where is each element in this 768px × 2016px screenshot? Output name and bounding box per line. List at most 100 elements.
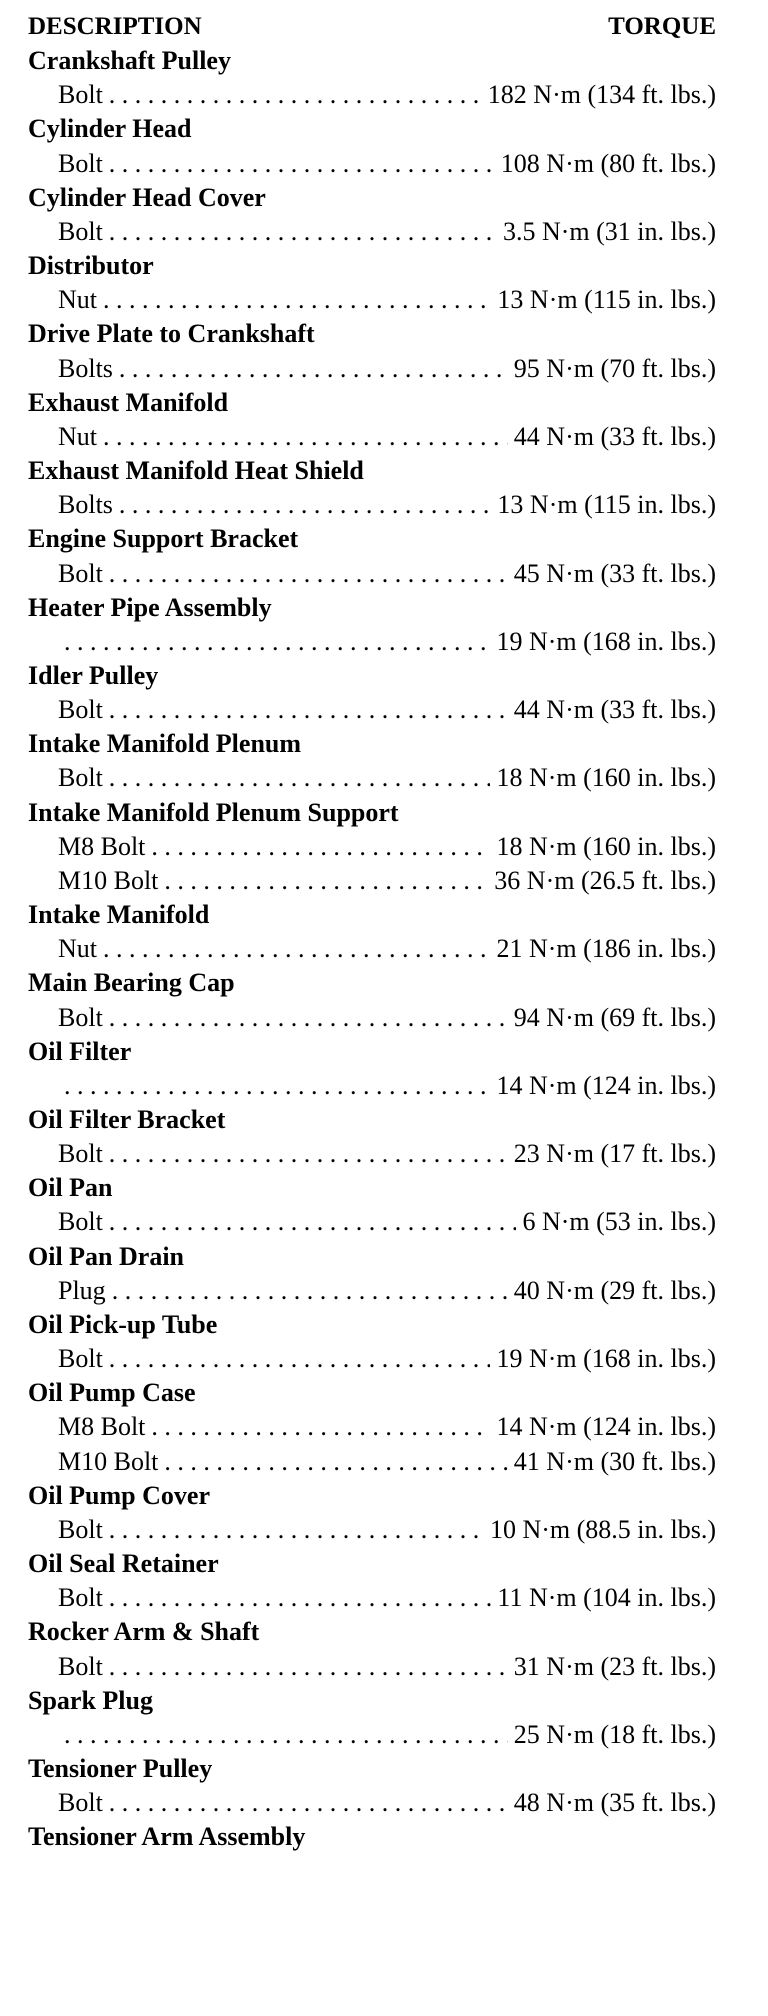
fastener-label: Bolt bbox=[58, 695, 103, 725]
component-heading: Oil Pump Cover bbox=[28, 1480, 210, 1510]
torque-row: Bolts 95 N·m (70 ft. lbs.) bbox=[28, 352, 716, 386]
dot-leader bbox=[103, 932, 490, 966]
fastener-label: Bolt bbox=[58, 1344, 103, 1374]
component-heading: Rocker Arm & Shaft bbox=[28, 1617, 260, 1647]
description-column-header: DESCRIPTION bbox=[28, 13, 202, 40]
torque-value: 108 N·m (80 ft. lbs.) bbox=[500, 148, 716, 178]
fastener-label: Bolts bbox=[58, 353, 113, 383]
fastener-label: Bolt bbox=[58, 1651, 103, 1681]
torque-value: 6 N·m (53 in. lbs.) bbox=[522, 1207, 716, 1237]
torque-row: Plug 40 N·m (29 ft. lbs.) bbox=[28, 1274, 716, 1308]
torque-row: M8 Bolt 18 N·m (160 in. lbs.) bbox=[28, 830, 716, 864]
torque-row: Bolt 19 N·m (168 in. lbs.) bbox=[28, 1342, 716, 1376]
component-heading: Main Bearing Cap bbox=[28, 968, 235, 998]
torque-row: Nut 13 N·m (115 in. lbs.) bbox=[28, 283, 716, 317]
torque-value: 36 N·m (26.5 ft. lbs.) bbox=[494, 865, 716, 895]
component-heading: Heater Pipe Assembly bbox=[28, 592, 272, 622]
component-heading: Spark Plug bbox=[28, 1685, 153, 1715]
component-heading: Oil Pick-up Tube bbox=[28, 1309, 218, 1339]
torque-row: Bolt 18 N·m (160 in. lbs.) bbox=[28, 761, 716, 795]
torque-row: Nut 44 N·m (33 ft. lbs.) bbox=[28, 420, 716, 454]
torque-value: 21 N·m (186 in. lbs.) bbox=[496, 934, 716, 964]
component-heading: Oil Pan Drain bbox=[28, 1241, 185, 1271]
torque-value: 45 N·m (33 ft. lbs.) bbox=[513, 558, 716, 588]
torque-value: 23 N·m (17 ft. lbs.) bbox=[513, 1139, 716, 1169]
torque-row: Bolt 182 N·m (134 ft. lbs.) bbox=[28, 78, 716, 112]
torque-value: 94 N·m (69 ft. lbs.) bbox=[513, 1002, 716, 1032]
component-heading: Oil Filter Bracket bbox=[28, 1105, 226, 1134]
component-heading: Oil Pan bbox=[28, 1173, 113, 1203]
component-heading: Intake Manifold bbox=[28, 900, 210, 930]
component-heading: Cylinder Head Cover bbox=[28, 182, 266, 212]
dot-leader bbox=[112, 1274, 508, 1308]
component-heading: Exhaust Manifold Heat Shield bbox=[28, 456, 364, 486]
torque-value: 3.5 N·m (31 in. lbs.) bbox=[502, 216, 716, 246]
torque-value: 18 N·m (160 in. lbs.) bbox=[496, 831, 716, 861]
dot-leader bbox=[109, 1581, 492, 1615]
torque-row: 19 N·m (168 in. lbs.) bbox=[28, 625, 716, 659]
torque-value: 19 N·m (168 in. lbs.) bbox=[496, 626, 716, 656]
torque-value: 18 N·m (160 in. lbs.) bbox=[496, 763, 716, 793]
fastener-label: Bolt bbox=[58, 1002, 103, 1032]
fastener-label: Bolt bbox=[58, 80, 103, 110]
torque-value: 44 N·m (33 ft. lbs.) bbox=[513, 421, 716, 451]
torque-row: Bolt 3.5 N·m (31 in. lbs.) bbox=[28, 215, 716, 249]
dot-leader bbox=[151, 1410, 490, 1444]
torque-row: Bolt 10 N·m (88.5 in. lbs.) bbox=[28, 1513, 716, 1547]
fastener-label: M10 Bolt bbox=[58, 865, 159, 895]
fastener-label: Bolt bbox=[58, 558, 103, 588]
torque-value: 13 N·m (115 in. lbs.) bbox=[497, 490, 716, 520]
torque-row: Bolt 48 N·m (35 ft. lbs.) bbox=[28, 1786, 716, 1820]
dot-leader bbox=[109, 693, 508, 727]
table-header: DESCRIPTION TORQUE bbox=[28, 10, 716, 44]
torque-row: M10 Bolt 36 N·m (26.5 ft. lbs.) bbox=[28, 864, 716, 898]
dot-leader bbox=[109, 1650, 508, 1684]
dot-leader bbox=[64, 625, 490, 659]
component-heading: Oil Filter bbox=[28, 1036, 132, 1066]
torque-value: 44 N·m (33 ft. lbs.) bbox=[513, 695, 716, 725]
dot-leader bbox=[164, 864, 488, 898]
torque-row: 25 N·m (18 ft. lbs.) bbox=[28, 1718, 716, 1752]
fastener-label: Bolts bbox=[58, 490, 113, 520]
torque-row: Bolt 6 N·m (53 in. lbs.) bbox=[28, 1205, 716, 1239]
torque-row: Bolt 45 N·m (33 ft. lbs.) bbox=[28, 557, 716, 591]
table-body: Crankshaft Pulley Bolt 182 N·m (134 ft. lb… bbox=[28, 44, 716, 1854]
fastener-label: Bolt bbox=[58, 216, 103, 246]
fastener-label: Bolt bbox=[58, 148, 103, 178]
torque-row: Bolt 11 N·m (104 in. lbs.) bbox=[28, 1581, 716, 1615]
dot-leader bbox=[109, 761, 491, 795]
fastener-label: Plug bbox=[58, 1275, 106, 1305]
component-heading: Tensioner Pulley bbox=[28, 1753, 213, 1783]
torque-value: 14 N·m (124 in. lbs.) bbox=[496, 1070, 716, 1100]
torque-value: 14 N·m (124 in. lbs.) bbox=[496, 1412, 716, 1442]
fastener-label: Bolt bbox=[58, 1788, 103, 1818]
torque-row: 14 N·m (124 in. lbs.) bbox=[28, 1069, 716, 1103]
fastener-label: Nut bbox=[58, 285, 97, 315]
torque-value: 31 N·m (23 ft. lbs.) bbox=[513, 1651, 716, 1681]
dot-leader bbox=[109, 1342, 491, 1376]
component-heading: Drive Plate to Crankshaft bbox=[28, 319, 315, 349]
component-heading: Tensioner Arm Assembly bbox=[28, 1822, 306, 1852]
torque-value: 182 N·m (134 ft. lbs.) bbox=[487, 80, 716, 110]
component-heading: Intake Manifold Plenum Support bbox=[28, 797, 399, 827]
torque-row: Bolt 44 N·m (33 ft. lbs.) bbox=[28, 693, 716, 727]
component-heading: Oil Pump Case bbox=[28, 1378, 196, 1408]
torque-row: Bolt 108 N·m (80 ft. lbs.) bbox=[28, 147, 716, 181]
fastener-label: M8 Bolt bbox=[58, 1412, 146, 1442]
component-heading: Idler Pulley bbox=[28, 660, 159, 690]
fastener-label: Bolt bbox=[58, 763, 103, 793]
torque-row: Bolt 94 N·m (69 ft. lbs.) bbox=[28, 1001, 716, 1035]
dot-leader bbox=[109, 215, 497, 249]
torque-value: 13 N·m (115 in. lbs.) bbox=[497, 285, 716, 315]
torque-row: M10 Bolt 41 N·m (30 ft. lbs.) bbox=[28, 1445, 716, 1479]
dot-leader bbox=[119, 488, 492, 522]
dot-leader bbox=[109, 1205, 517, 1239]
torque-value: 48 N·m (35 ft. lbs.) bbox=[513, 1788, 716, 1818]
torque-value: 25 N·m (18 ft. lbs.) bbox=[513, 1719, 716, 1749]
fastener-label: M8 Bolt bbox=[58, 831, 146, 861]
component-heading: Engine Support Bracket bbox=[28, 524, 299, 554]
torque-value: 40 N·m (29 ft. lbs.) bbox=[513, 1275, 716, 1305]
dot-leader bbox=[109, 147, 495, 181]
fastener-label: Nut bbox=[58, 934, 97, 964]
fastener-label: Bolt bbox=[58, 1139, 103, 1169]
